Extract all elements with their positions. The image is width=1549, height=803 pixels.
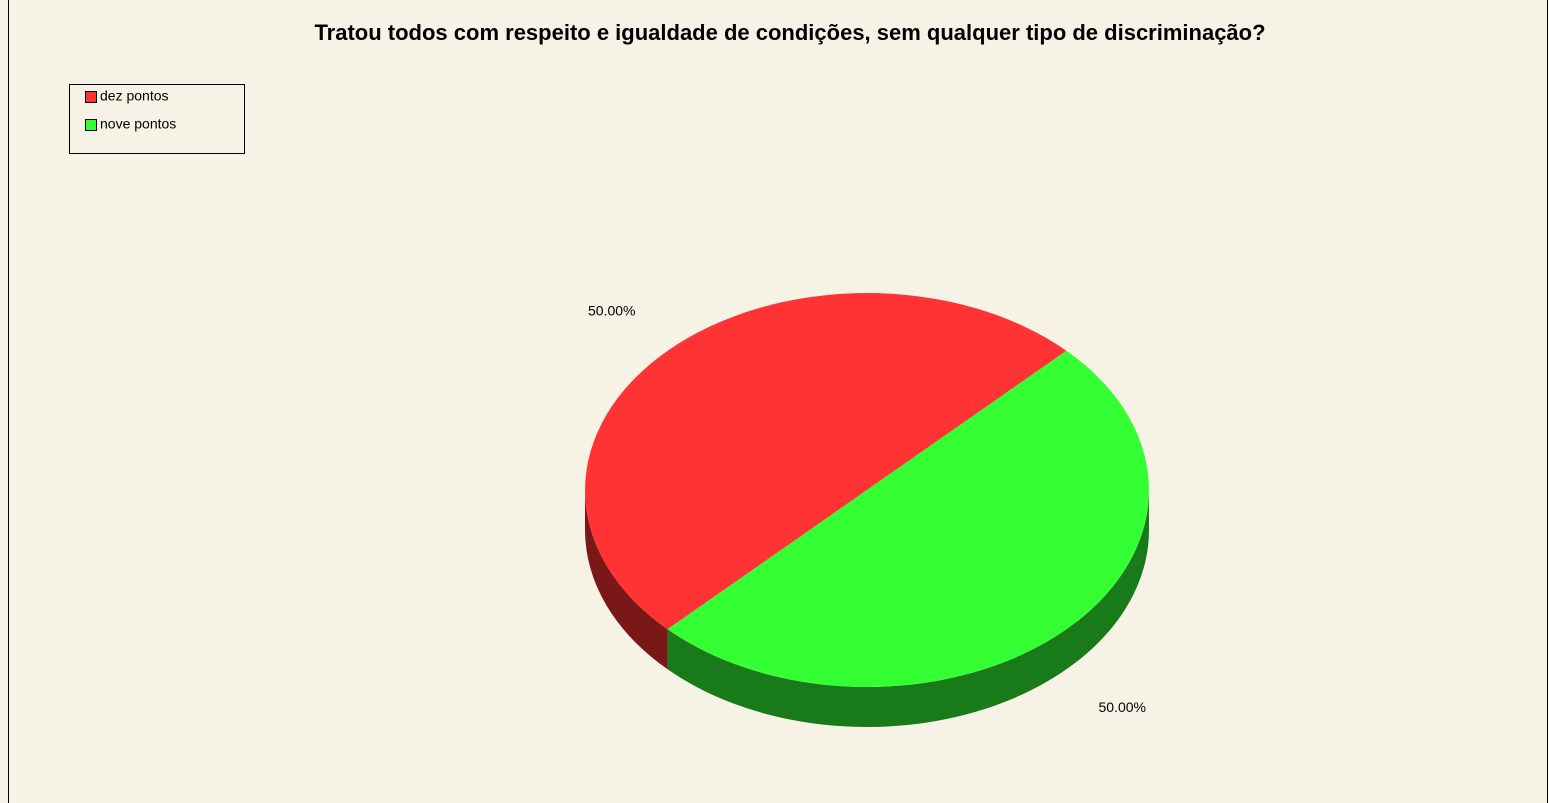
data-label: 50.00% xyxy=(1098,699,1145,715)
pie-side xyxy=(585,490,668,670)
chart-title: Tratou todos com respeito e igualdade de… xyxy=(314,20,1265,45)
legend-swatch xyxy=(85,119,97,131)
pie-slice xyxy=(585,293,1067,630)
data-label: 50.00% xyxy=(588,302,635,318)
legend-box xyxy=(69,84,245,154)
legend-swatch xyxy=(85,91,97,103)
legend-label: dez pontos xyxy=(100,88,169,104)
pie-side xyxy=(667,490,1149,727)
legend-label: nove pontos xyxy=(100,116,176,132)
pie-slice xyxy=(667,350,1149,687)
